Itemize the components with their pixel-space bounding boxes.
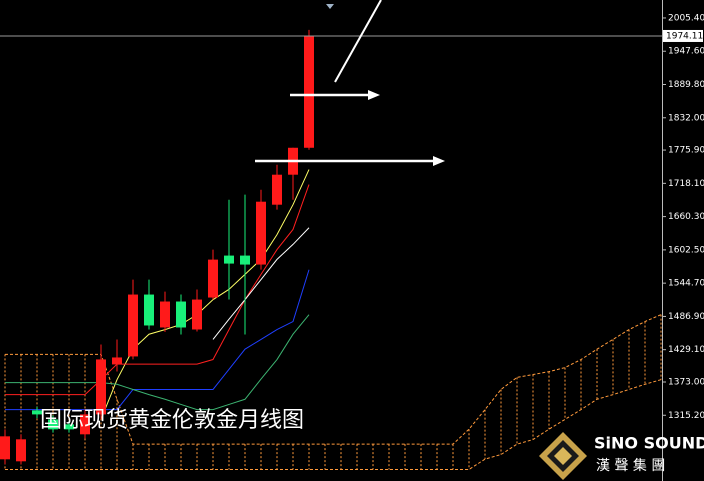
trend-line — [334, 0, 382, 83]
y-tick-label: 1315.20 — [668, 411, 704, 421]
arrow-head — [368, 90, 380, 100]
candle-body — [192, 299, 202, 330]
y-tick-label: 1660.30 — [668, 212, 704, 222]
candle-body — [16, 439, 26, 462]
candle-body — [256, 201, 266, 265]
logo-subtitle: 漢 聲 集 團 — [596, 457, 665, 474]
y-tick-label: 1544.70 — [668, 279, 704, 289]
candle-body — [32, 410, 42, 415]
cloud-edge — [5, 314, 662, 445]
y-tick-label: 1486.90 — [668, 312, 704, 322]
y-tick-label: 2005.40 — [668, 13, 704, 23]
candle-body — [240, 255, 250, 265]
candle-body — [224, 255, 234, 264]
candle-body — [208, 259, 218, 298]
logo: SiNO SOUND 漢 聲 集 團 — [539, 432, 704, 480]
cloud-edge — [5, 379, 662, 470]
y-tick-label: 1832.00 — [668, 113, 704, 123]
y-tick-label: 1889.80 — [668, 80, 704, 90]
y-tick-label: 1775.90 — [668, 146, 704, 156]
logo-brand: SiNO SOUND — [594, 434, 704, 453]
candle-body — [80, 414, 90, 435]
candle-body — [144, 294, 154, 326]
indicator-line — [5, 314, 310, 411]
y-tick-label: 1947.60 — [668, 47, 704, 57]
indicator-line — [212, 227, 310, 340]
top-marker — [326, 4, 334, 9]
candle-body — [112, 357, 122, 365]
y-tick-label: 1718.10 — [668, 179, 704, 189]
candle-body — [128, 294, 138, 357]
price-tag-label: 1974.11 — [666, 31, 703, 41]
candle-body — [64, 424, 74, 430]
candle-body — [272, 174, 282, 205]
candle-body — [176, 301, 186, 328]
indicator-line — [5, 184, 310, 396]
annotation: 国际现货黄金伦敦金月线图 — [40, 408, 304, 433]
candle-body — [0, 436, 10, 460]
candle-layer — [0, 29, 314, 465]
y-tick-label: 1373.00 — [668, 377, 704, 387]
arrow-head — [433, 156, 445, 166]
indicator-line — [100, 169, 310, 420]
candle-body — [160, 301, 170, 328]
candle-body — [96, 359, 106, 415]
logo-icon — [554, 447, 572, 465]
price-tag — [663, 29, 703, 42]
y-tick-label: 1429.10 — [668, 345, 704, 355]
indicator-line — [5, 269, 310, 411]
candle-body — [304, 35, 314, 148]
y-tick-label: 1602.50 — [668, 245, 704, 255]
candle-body — [48, 419, 58, 430]
